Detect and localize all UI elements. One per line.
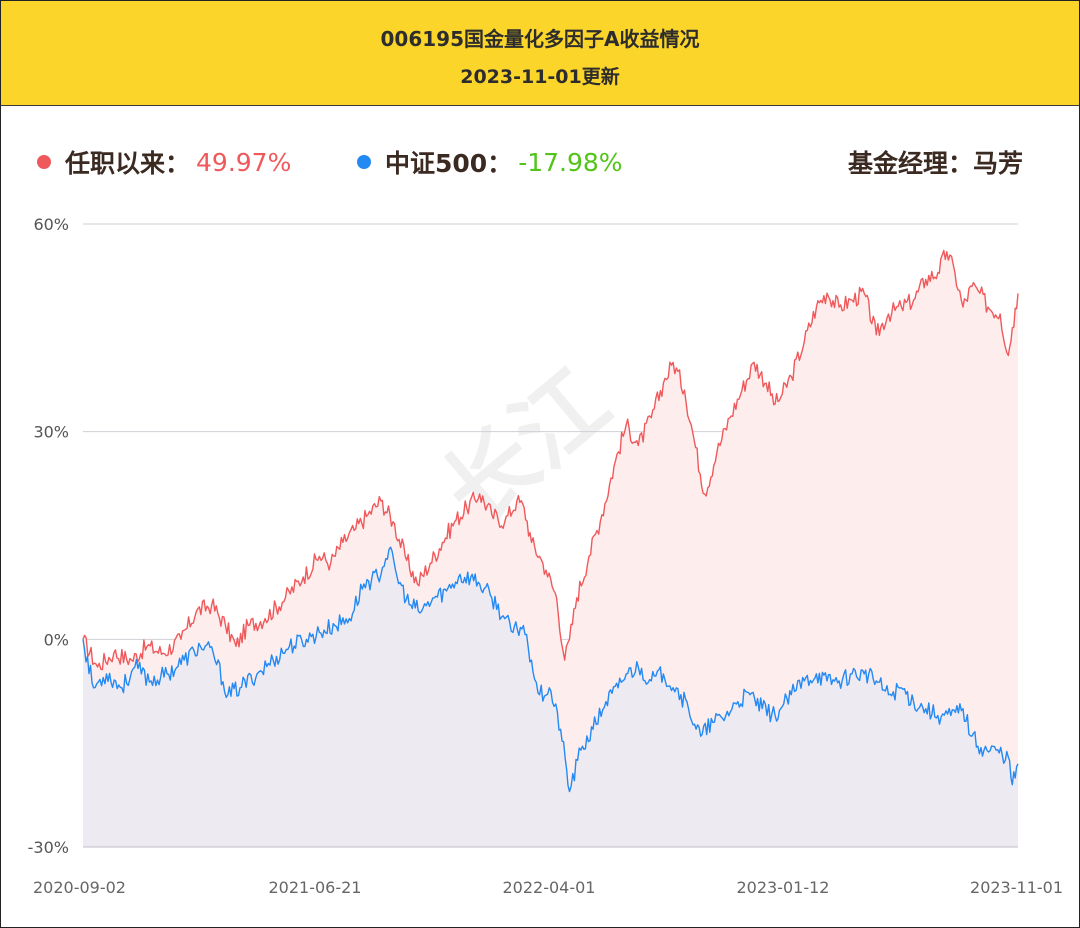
chart-title: 006195国金量化多因子A收益情况 [380,27,700,51]
index-label: 中证500： [385,149,513,178]
fund-manager: 基金经理：马芳 [847,149,1023,178]
fund-line [82,249,1019,671]
y-tick-label: 30% [33,423,69,442]
fund-dot-icon [37,155,51,169]
fund-label: 任职以来： [65,149,191,178]
index-return: -17.98% [518,147,623,177]
x-tick-label: 2022-04-01 [503,878,596,897]
x-tick-label: 2020-09-02 [33,878,126,897]
legend-index: 中证500： -17.98% [357,144,623,180]
index-line [82,546,1019,793]
y-tick-label: 0% [44,630,69,649]
header-banner: 006195国金量化多因子A收益情况 2023-11-01更新 [1,1,1079,106]
legend-fund: 任职以来： 49.97% [37,144,291,180]
x-tick-label: 2021-06-21 [269,878,362,897]
fund-return: 49.97% [196,147,292,177]
index-area [83,547,1018,847]
x-tick-label: 2023-01-12 [737,878,830,897]
legend-row: 任职以来： 49.97% 中证500： -17.98% 基金经理：马芳 [1,144,1080,180]
index-dot-icon [357,155,371,169]
y-tick-label: -30% [28,838,69,857]
update-date: 2023-11-01更新 [460,66,620,88]
watermark-text: 长江 [424,350,629,546]
y-tick-label: 60% [33,215,69,234]
x-tick-label: 2023-11-01 [970,878,1063,897]
